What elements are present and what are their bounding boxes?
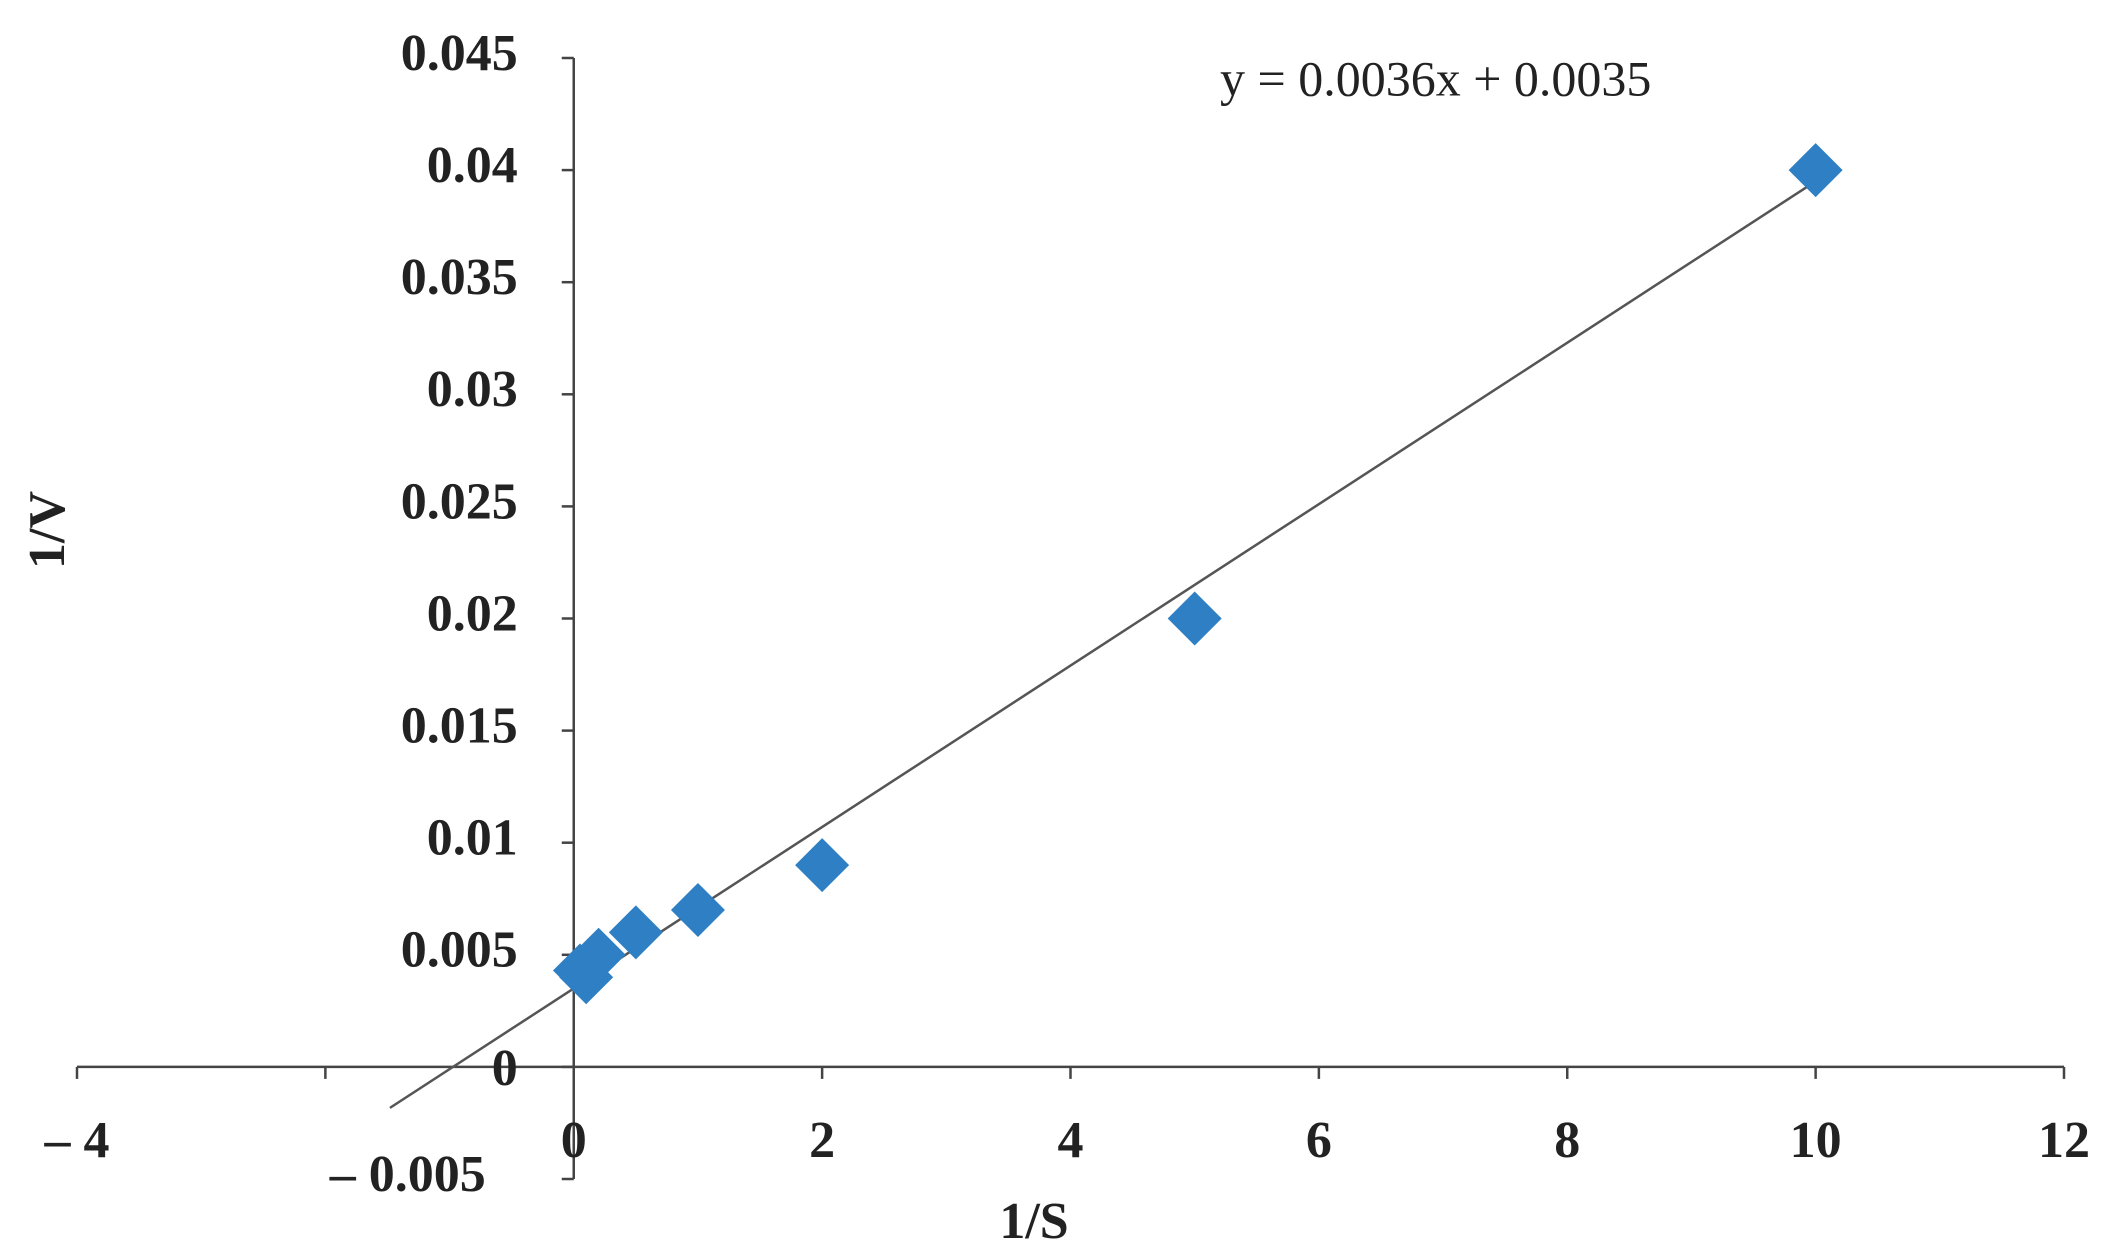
- trendline-equation: y = 0.0036x + 0.0035: [1220, 50, 1651, 106]
- x-tick-label: 8: [1554, 1112, 1580, 1169]
- data-point: [795, 838, 850, 893]
- x-tick-label: – 4: [44, 1112, 110, 1169]
- x-tick-label: 6: [1306, 1112, 1332, 1169]
- trendline: [389, 180, 1817, 1109]
- y-tick-label: 0.01: [427, 810, 518, 867]
- y-tick-label: 0.035: [401, 249, 518, 306]
- x-tick-label: 4: [1058, 1112, 1084, 1169]
- data-point: [670, 882, 725, 937]
- data-point: [608, 905, 663, 960]
- y-axis-title: 1/V: [19, 491, 76, 569]
- data-point: [1167, 591, 1222, 646]
- x-axis-title: 1/S: [999, 1193, 1068, 1250]
- y-tick-label: 0.04: [427, 137, 518, 194]
- y-tick-label: 0.02: [427, 585, 518, 642]
- data-point: [1788, 143, 1843, 198]
- y-tick-label: 0.045: [401, 25, 518, 82]
- y-tick-label: 0.025: [401, 473, 518, 530]
- x-tick-label: 0: [561, 1112, 587, 1169]
- y-tick-label: 0.03: [427, 361, 518, 418]
- y-tick-label: 0.005: [401, 922, 518, 979]
- x-tick-label: 2: [809, 1112, 835, 1169]
- y-tick-label: – 0.005: [329, 1146, 486, 1203]
- x-tick-label: 12: [2038, 1112, 2090, 1169]
- y-tick-label: 0.015: [401, 698, 518, 755]
- data-point: [571, 927, 626, 982]
- y-tick-label: 0: [492, 1040, 518, 1097]
- x-tick-label: 10: [1790, 1112, 1842, 1169]
